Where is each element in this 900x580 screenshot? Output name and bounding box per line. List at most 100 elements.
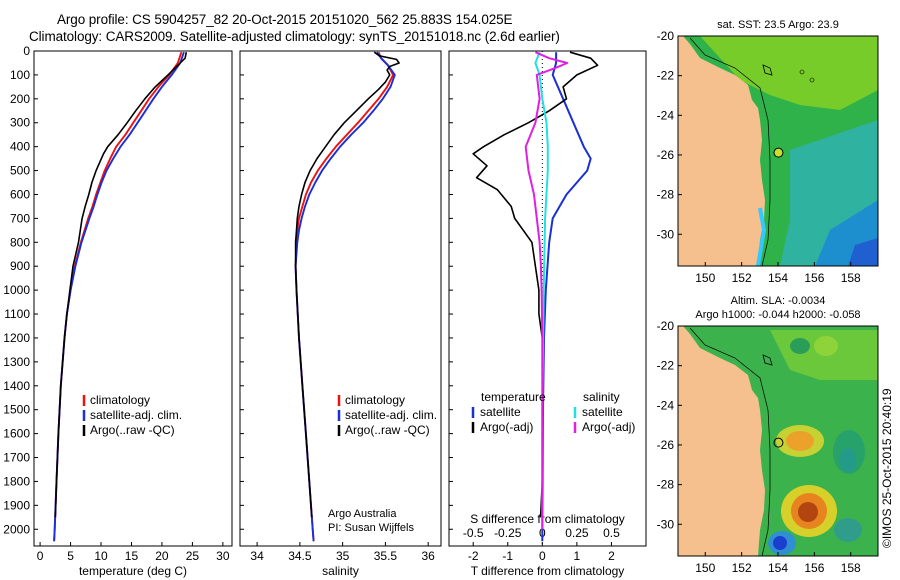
map-x-tick-label: 152 [732,271,752,285]
sst-fraser-island [762,64,773,76]
x2-axis-label: S difference from climatology [470,512,625,526]
legend-label: satellite-adj. clim. [90,408,182,422]
sla-land [678,326,765,556]
map-y-tick-label: -22 [657,69,675,83]
series-line-argo-raw-qc- [54,52,188,518]
sst-coast-current [756,207,767,266]
sla-shelf-line [689,327,771,556]
sla-eddy-high [798,502,818,522]
sla-eddy [814,336,838,356]
y-tick-label: 1100 [4,307,30,321]
x-tick-label: 20 [155,549,169,563]
y-tick-label: 1600 [3,427,30,441]
series-line-satellite-adj-clim- [53,51,185,542]
map-x-tick-label: 156 [804,561,824,575]
series-line-satellite-adj-clim- [294,51,396,542]
x2-tick-label: -0.5 [463,526,484,540]
sst-reef-dot [809,77,815,83]
y-tick-label: 1700 [3,451,30,465]
plot-frame [448,50,647,547]
sla-eddy-low [773,536,787,550]
plot-frame [239,50,442,547]
credit-program: Argo Australia [328,508,397,520]
map-x-tick-label: 152 [732,561,752,575]
chart-title-line2: Climatology: CARS2009. Satellite-adjuste… [29,29,560,44]
plot-frame [33,50,233,547]
x-tick-label: -1 [502,549,513,563]
sla-map-title: Altim. SLA: -0.0034 [731,295,826,307]
x-tick-label: 25 [186,549,200,563]
y-tick-label: 1800 [3,474,30,488]
sla-fraser-island [762,354,773,366]
sla-eddy [834,518,862,542]
series-line-climatology [53,51,183,542]
legend-label: climatology [90,393,150,407]
y-tick-label: 600 [10,187,30,201]
map-y-tick-label: -28 [657,478,675,492]
x2-tick-label: 0.25 [565,526,589,540]
sst-coldest-water [848,238,878,266]
sla-map [677,325,879,557]
x-tick-label: 5 [67,549,74,563]
legend-title-salinity: salinity [583,390,620,404]
x-axis-label: temperature (deg C) [79,564,187,578]
y-tick-label: 900 [10,259,30,273]
legend-label: satellite [480,405,521,419]
x-tick-label: 34.5 [288,549,312,563]
x-tick-label: 15 [125,549,139,563]
map-y-tick-label: -22 [657,359,675,373]
legend-label: Argo(-adj) [582,420,635,434]
x2-tick-label: -0.25 [494,526,522,540]
y-tick-label: 1300 [3,355,30,369]
x-tick-label: 35.5 [374,549,398,563]
legend-label: Argo(-adj) [480,420,533,434]
x-tick-label: 35 [336,549,350,563]
y-tick-label: 1000 [3,283,30,297]
credit-pi: PI: Susan Wijffels [328,522,414,534]
sla-map-subtitle: Argo h1000: -0.044 h2000: -0.058 [695,309,860,321]
map-x-tick-label: 154 [768,561,788,575]
argo-position-marker [773,147,784,158]
sst-warm-water [700,36,878,110]
y-tick-label: 1400 [3,379,30,393]
x-tick-label: 36 [421,549,435,563]
map-x-tick-label: 150 [695,271,715,285]
x-tick-label: 10 [94,549,108,563]
map-y-tick-label: -20 [657,319,675,333]
x-axis-label: T difference from climatology [471,564,625,578]
sst-land [678,36,765,266]
map-y-tick-label: -28 [657,188,675,202]
sst-shelf-line [689,37,771,266]
y-tick-label: 100 [10,68,30,82]
argo-position-marker [773,437,784,448]
series-line-t-satellite [541,52,592,542]
x-tick-label: 0 [539,549,546,563]
series-line-s-argo-adj- [524,51,569,530]
x-tick-label: 34 [250,549,264,563]
y-tick-label: 1900 [3,498,30,512]
sla-eddy [786,431,814,451]
y-tick-label: 2000 [3,522,30,536]
sst-map-title: sat. SST: 23.5 Argo: 23.9 [717,19,839,31]
sla-eddy-low [790,338,810,354]
x-axis-label: salinity [322,564,359,578]
legend-label: Argo(..raw -QC) [345,423,430,437]
sst-map [677,35,879,267]
map-y-tick-label: -30 [657,517,675,531]
map-y-tick-label: -20 [657,29,675,43]
y-tick-label: 300 [10,116,30,130]
x2-tick-label: 0.5 [603,526,620,540]
legend-label: climatology [345,393,405,407]
x-tick-label: 30 [216,549,230,563]
x-tick-label: 2 [608,549,615,563]
legend-label: satellite [582,405,623,419]
y-tick-label: 0 [23,44,30,58]
sla-eddy-low [840,448,856,472]
x-tick-label: 1 [574,549,581,563]
legend-title-temperature: temperature [481,390,546,404]
sst-reef-dot [799,69,805,75]
map-y-tick-label: -24 [657,398,675,412]
y-tick-label: 500 [10,164,30,178]
map-x-tick-label: 156 [804,271,824,285]
